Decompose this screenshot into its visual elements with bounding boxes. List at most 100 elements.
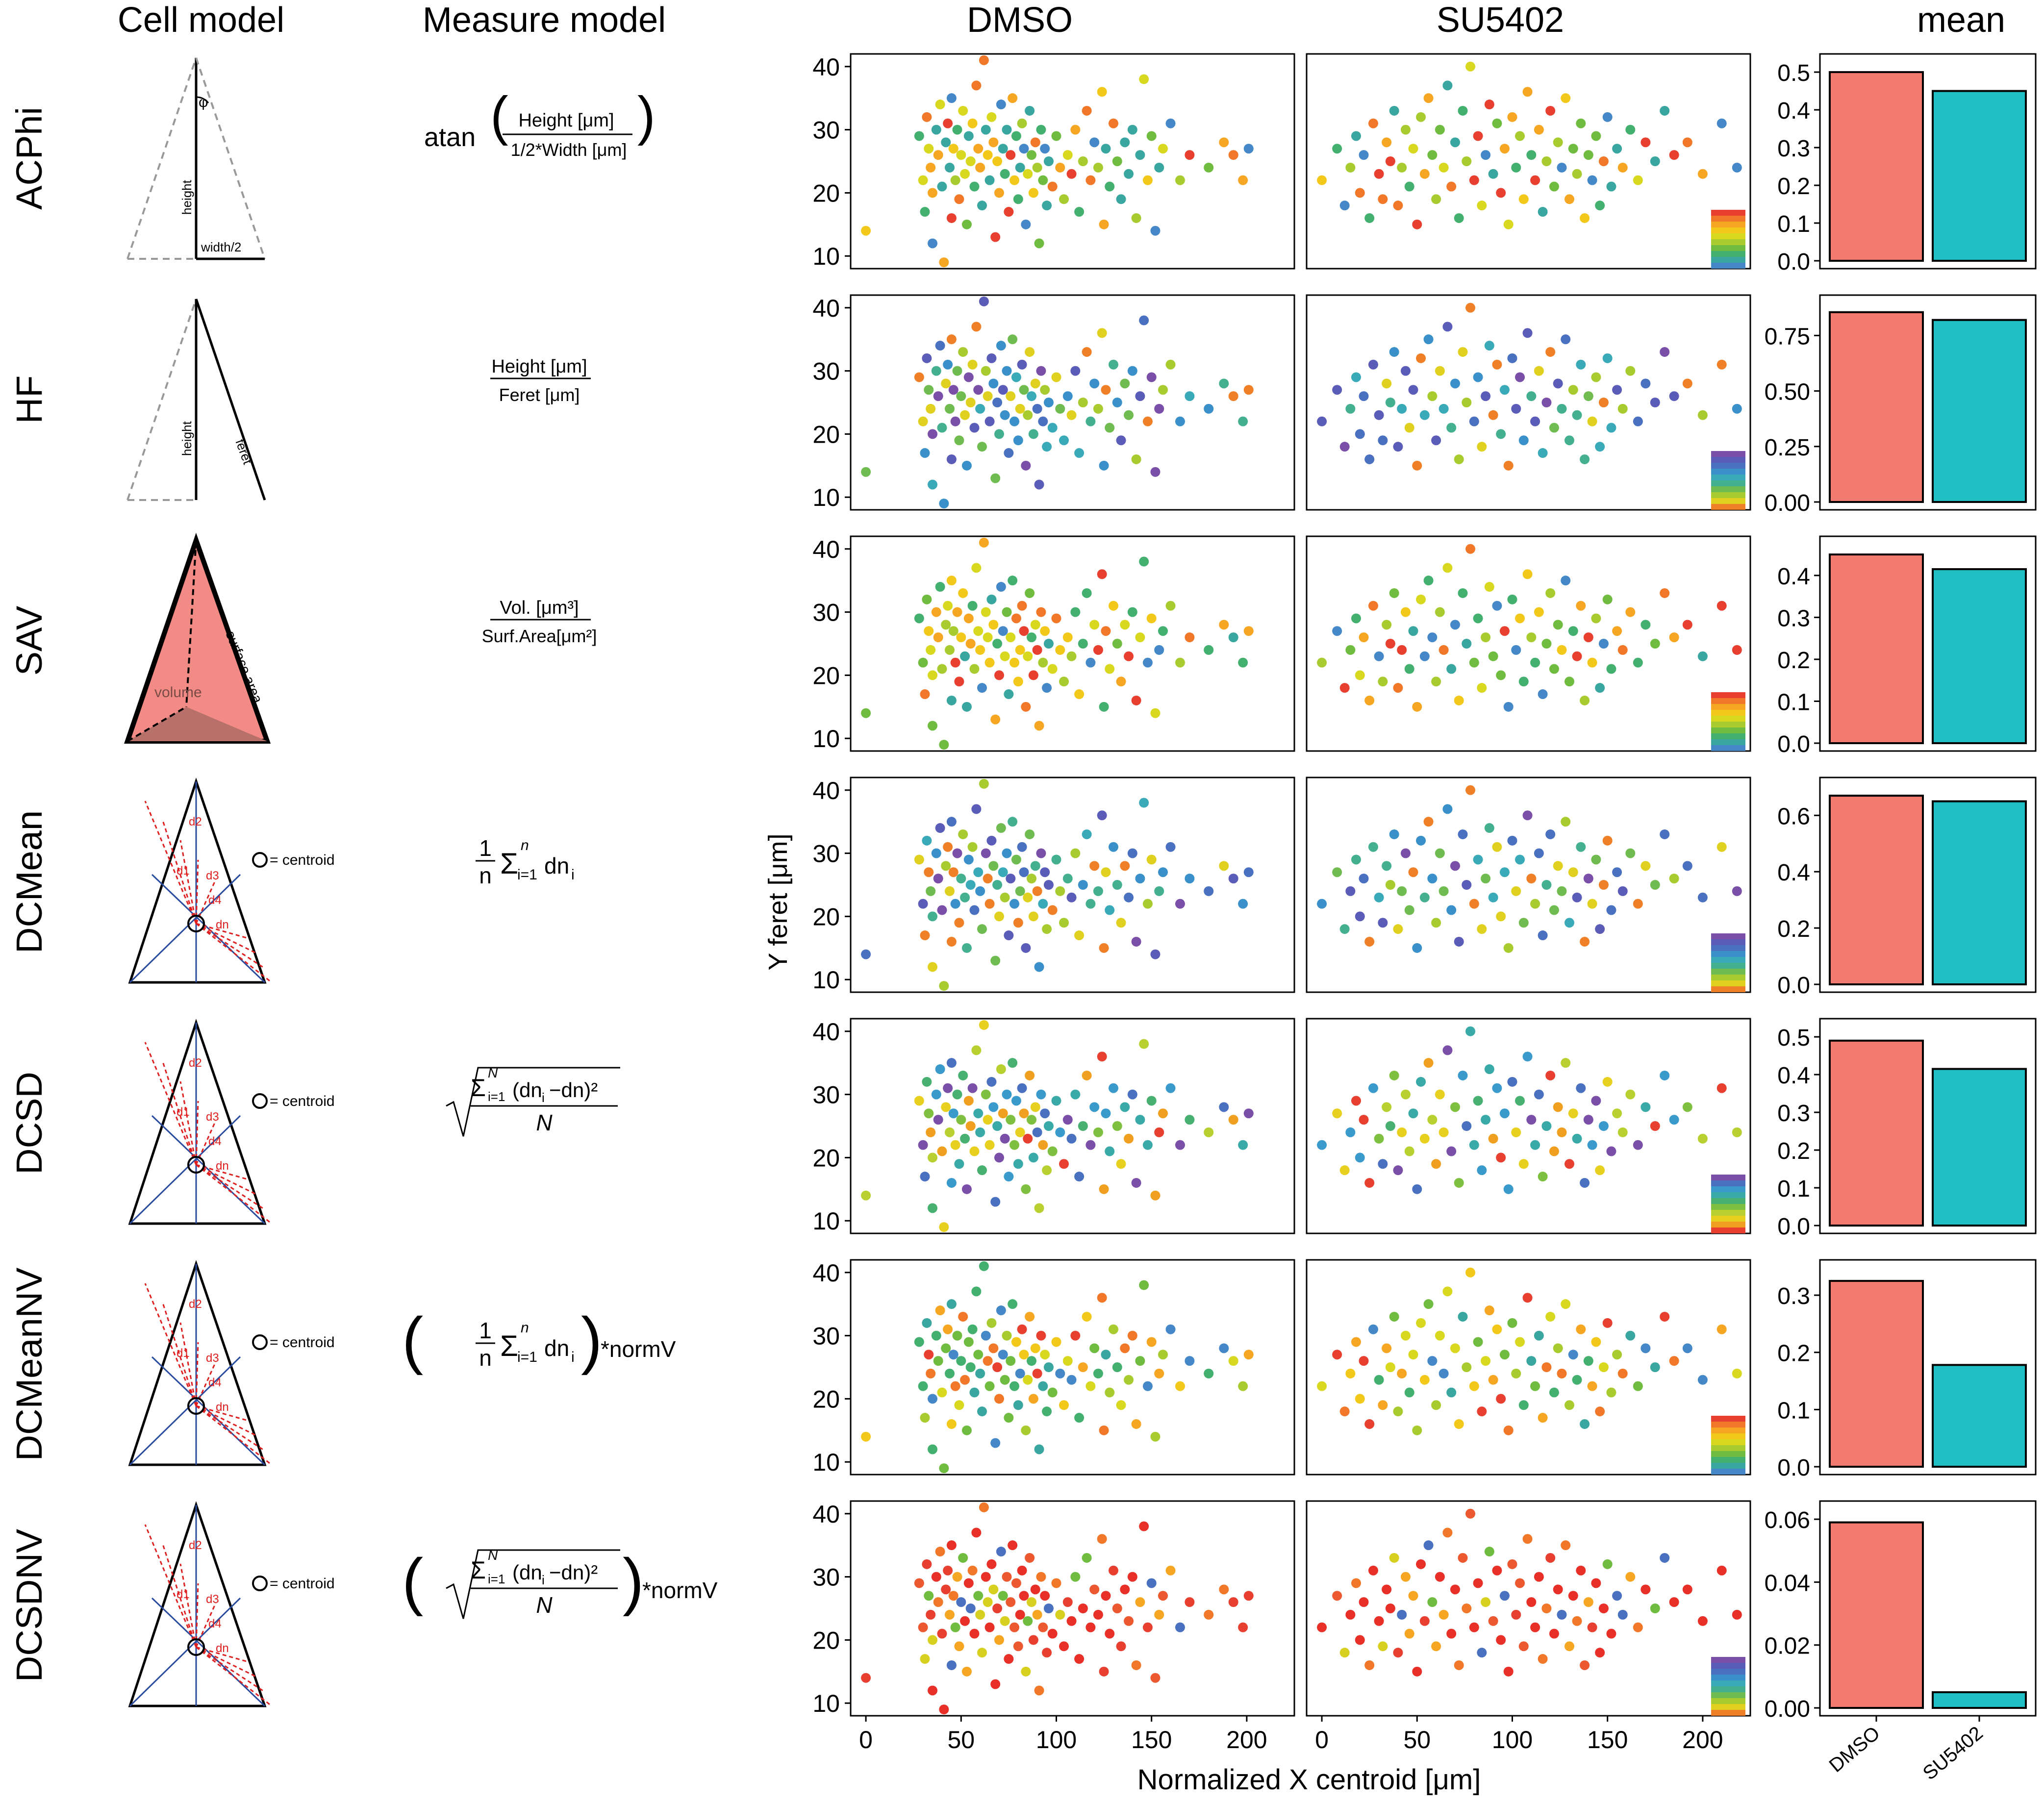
- data-point: [1511, 645, 1521, 655]
- formula-dn: dn: [544, 853, 569, 878]
- data-point: [1541, 639, 1552, 649]
- data-point: [1431, 194, 1441, 204]
- colour-key-step: [1711, 969, 1745, 975]
- data-point: [1089, 378, 1100, 389]
- data-point: [996, 341, 1006, 351]
- scatter-panel-su5402: [1306, 777, 1751, 993]
- data-point: [1481, 150, 1491, 160]
- centroid-marker: [187, 1638, 205, 1656]
- data-point: [1450, 620, 1460, 630]
- data-point: [1008, 817, 1018, 827]
- data-point: [960, 1133, 970, 1144]
- data-point: [1051, 1578, 1061, 1588]
- data-point: [1368, 118, 1378, 128]
- y-tick-label: 0.4: [1777, 564, 1810, 590]
- data-point: [1515, 613, 1525, 624]
- y-tick-label: 40: [812, 1501, 840, 1528]
- data-point: [1374, 651, 1384, 661]
- formula-dn: (dn: [512, 1561, 542, 1584]
- data-point: [967, 1565, 978, 1576]
- data-point: [1522, 1052, 1533, 1062]
- data-point: [969, 423, 980, 433]
- colour-key-step: [1711, 1192, 1745, 1198]
- data-point: [1185, 1115, 1195, 1125]
- data-point: [1204, 162, 1214, 173]
- data-point: [1243, 1350, 1254, 1360]
- data-point: [1158, 1591, 1168, 1601]
- data-point: [1534, 1089, 1544, 1100]
- y-tick-label: 0.4: [1777, 860, 1810, 886]
- data-point: [979, 1020, 989, 1030]
- data-point: [1625, 848, 1636, 858]
- data-point: [1595, 683, 1605, 693]
- colour-key-step: [1711, 498, 1745, 504]
- data-point: [1716, 842, 1727, 852]
- data-point: [948, 144, 959, 154]
- data-point: [946, 1299, 957, 1309]
- data-point: [1404, 664, 1414, 674]
- data-point: [1469, 1381, 1479, 1391]
- data-point: [1013, 194, 1023, 204]
- data-point: [1082, 347, 1092, 357]
- data-point: [1477, 1648, 1487, 1658]
- data-point: [1120, 1343, 1130, 1353]
- data-point: [1228, 150, 1238, 160]
- data-point: [1617, 162, 1628, 173]
- data-point: [1070, 1330, 1081, 1341]
- data-point: [1587, 1622, 1597, 1632]
- data-point: [971, 563, 982, 573]
- y-tick-label: 30: [812, 840, 840, 868]
- data-point: [935, 582, 945, 592]
- formula-numerator: Vol. [μm³]: [500, 598, 579, 618]
- data-point: [994, 1635, 1004, 1645]
- distance-ray: [144, 801, 197, 924]
- data-point: [1066, 410, 1077, 420]
- data-point: [971, 1045, 982, 1055]
- data-point: [1040, 1591, 1050, 1601]
- y-tick-label: 40: [812, 536, 840, 563]
- data-point: [1030, 1343, 1040, 1353]
- data-point: [1526, 874, 1537, 884]
- data-point: [1036, 607, 1046, 617]
- data-point: [1175, 657, 1185, 668]
- data-point: [1059, 435, 1069, 446]
- data-point: [1021, 460, 1031, 471]
- data-point: [1000, 410, 1010, 420]
- data-point: [1082, 1553, 1092, 1563]
- data-point: [961, 943, 972, 953]
- y-tick-label: 0.50: [1765, 379, 1810, 405]
- data-point: [1124, 1133, 1134, 1144]
- data-point: [1070, 607, 1081, 617]
- data-point: [1583, 1115, 1593, 1125]
- distance-ray: [162, 1544, 197, 1648]
- row-label: SAV: [9, 605, 50, 676]
- data-point: [1146, 372, 1157, 382]
- data-point: [1481, 1597, 1491, 1607]
- data-point: [1078, 398, 1088, 407]
- mean-bar-su5402: [1932, 1364, 2027, 1468]
- data-point: [1036, 1089, 1046, 1100]
- data-point: [1565, 1400, 1575, 1410]
- data-point: [1538, 1654, 1548, 1664]
- data-point: [1549, 1146, 1559, 1156]
- data-point: [984, 657, 995, 668]
- mean-bar-su5402: [1932, 1691, 2027, 1709]
- data-point: [1026, 632, 1036, 643]
- data-point: [1008, 1299, 1018, 1309]
- colour-key-step: [1711, 1675, 1745, 1680]
- data-point: [1019, 385, 1029, 395]
- data-point: [967, 118, 978, 128]
- median-line: [129, 1115, 241, 1225]
- data-point: [1511, 403, 1521, 414]
- data-point: [1442, 80, 1453, 91]
- data-point: [943, 1324, 953, 1334]
- data-point: [1127, 607, 1137, 617]
- data-point: [922, 353, 932, 363]
- data-point: [1404, 1629, 1414, 1639]
- data-point: [969, 664, 980, 674]
- data-point: [1009, 1622, 1020, 1632]
- formula-paren: (: [402, 1304, 423, 1376]
- data-point: [1124, 651, 1134, 661]
